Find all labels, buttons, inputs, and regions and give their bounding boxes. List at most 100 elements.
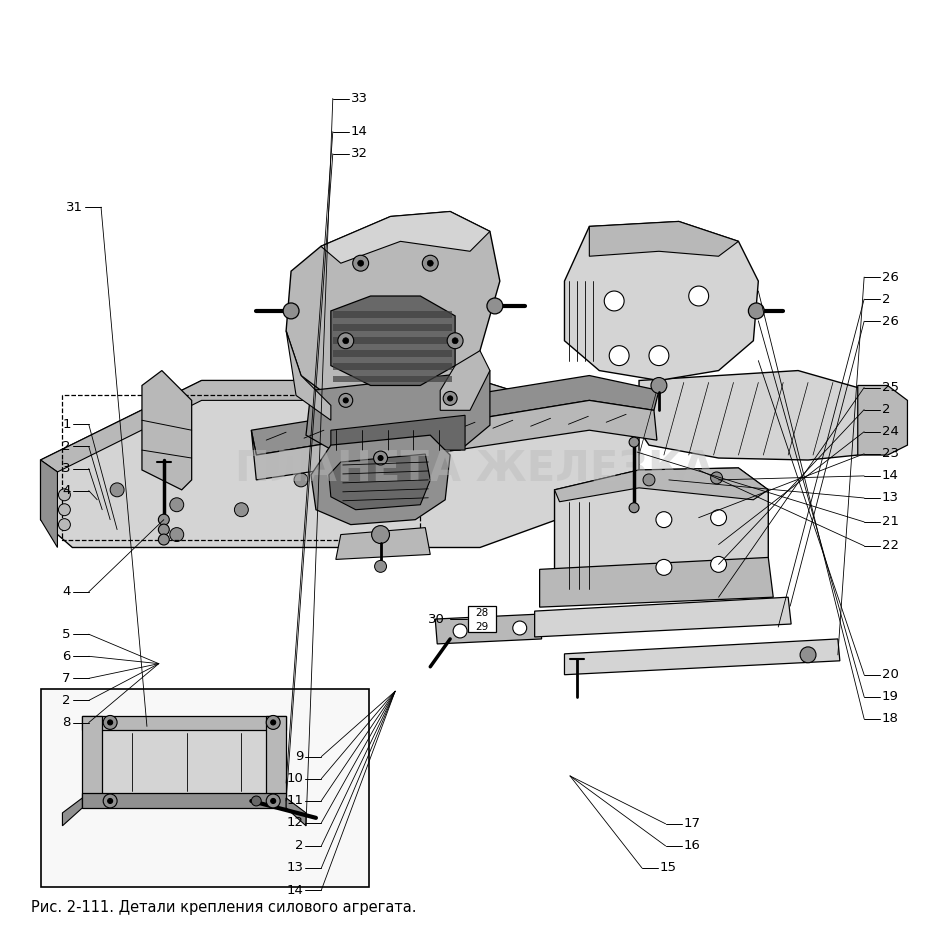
Circle shape bbox=[643, 474, 655, 486]
Circle shape bbox=[107, 720, 112, 725]
Polygon shape bbox=[286, 331, 331, 420]
Text: 3: 3 bbox=[63, 462, 71, 475]
Polygon shape bbox=[590, 221, 739, 257]
Text: 14: 14 bbox=[351, 125, 368, 138]
Circle shape bbox=[513, 621, 527, 635]
Text: 8: 8 bbox=[63, 716, 71, 729]
Circle shape bbox=[159, 514, 169, 525]
Text: 5: 5 bbox=[63, 628, 71, 641]
Text: 30: 30 bbox=[428, 613, 445, 626]
Circle shape bbox=[110, 482, 124, 496]
Text: 2: 2 bbox=[63, 694, 71, 707]
Polygon shape bbox=[329, 454, 430, 509]
Circle shape bbox=[378, 456, 383, 460]
Text: 13: 13 bbox=[882, 492, 899, 505]
Circle shape bbox=[710, 509, 727, 526]
Text: 29: 29 bbox=[476, 622, 489, 632]
Polygon shape bbox=[251, 376, 659, 455]
Text: 26: 26 bbox=[882, 315, 899, 328]
Polygon shape bbox=[534, 597, 791, 637]
Circle shape bbox=[170, 498, 184, 512]
Circle shape bbox=[689, 286, 708, 306]
Text: 33: 33 bbox=[351, 92, 368, 105]
Polygon shape bbox=[102, 731, 266, 793]
Text: 23: 23 bbox=[882, 447, 899, 460]
Polygon shape bbox=[333, 363, 452, 369]
Circle shape bbox=[342, 338, 349, 344]
Text: 15: 15 bbox=[660, 861, 677, 874]
Text: 2: 2 bbox=[882, 293, 890, 306]
Text: 9: 9 bbox=[295, 750, 303, 763]
Text: 31: 31 bbox=[67, 201, 83, 214]
Circle shape bbox=[159, 534, 169, 545]
Circle shape bbox=[283, 303, 299, 319]
Polygon shape bbox=[331, 296, 456, 385]
Text: 20: 20 bbox=[882, 669, 899, 682]
Text: 4: 4 bbox=[63, 585, 71, 598]
Text: ПЛАНЕТА ЖЕЛЕЗКА: ПЛАНЕТА ЖЕЛЕЗКА bbox=[236, 449, 714, 491]
Circle shape bbox=[604, 291, 624, 311]
Circle shape bbox=[427, 260, 434, 266]
Text: 6: 6 bbox=[63, 650, 71, 663]
Circle shape bbox=[159, 524, 169, 535]
FancyBboxPatch shape bbox=[468, 607, 495, 632]
Bar bbox=[41, 689, 369, 887]
Circle shape bbox=[372, 526, 390, 544]
Polygon shape bbox=[266, 717, 286, 798]
Circle shape bbox=[104, 716, 117, 730]
Circle shape bbox=[651, 378, 667, 394]
Circle shape bbox=[630, 437, 639, 447]
Circle shape bbox=[251, 796, 262, 806]
Circle shape bbox=[271, 798, 276, 804]
Text: 14: 14 bbox=[286, 883, 303, 896]
Circle shape bbox=[448, 396, 453, 401]
Circle shape bbox=[58, 489, 70, 501]
Circle shape bbox=[353, 256, 369, 271]
Text: 2: 2 bbox=[63, 440, 71, 453]
Circle shape bbox=[234, 503, 248, 517]
Text: 24: 24 bbox=[882, 425, 899, 438]
Circle shape bbox=[649, 345, 669, 366]
Polygon shape bbox=[142, 370, 192, 490]
Polygon shape bbox=[83, 717, 102, 798]
Circle shape bbox=[363, 453, 378, 467]
Polygon shape bbox=[333, 337, 452, 344]
Polygon shape bbox=[320, 211, 490, 263]
Text: 7: 7 bbox=[63, 672, 71, 685]
Text: 28: 28 bbox=[476, 608, 489, 618]
Circle shape bbox=[453, 624, 467, 638]
Polygon shape bbox=[333, 350, 452, 357]
Polygon shape bbox=[286, 798, 306, 826]
Circle shape bbox=[422, 256, 438, 271]
Text: 16: 16 bbox=[684, 839, 700, 853]
Polygon shape bbox=[306, 370, 490, 455]
Circle shape bbox=[107, 798, 112, 804]
Polygon shape bbox=[440, 351, 490, 410]
Text: 1: 1 bbox=[63, 418, 71, 431]
Polygon shape bbox=[83, 793, 286, 807]
Text: 14: 14 bbox=[882, 469, 899, 482]
Text: 18: 18 bbox=[882, 712, 899, 725]
Text: 17: 17 bbox=[684, 818, 701, 831]
Circle shape bbox=[710, 472, 723, 484]
Text: 12: 12 bbox=[286, 817, 303, 830]
Text: 19: 19 bbox=[882, 690, 899, 703]
Text: 32: 32 bbox=[351, 147, 368, 160]
Circle shape bbox=[339, 394, 353, 407]
Polygon shape bbox=[251, 400, 657, 480]
Text: 22: 22 bbox=[882, 539, 899, 552]
Circle shape bbox=[343, 398, 348, 403]
Circle shape bbox=[271, 720, 276, 725]
Circle shape bbox=[452, 338, 458, 344]
Circle shape bbox=[710, 557, 727, 572]
Circle shape bbox=[610, 345, 630, 366]
Polygon shape bbox=[565, 639, 840, 675]
Circle shape bbox=[630, 503, 639, 513]
Polygon shape bbox=[41, 381, 639, 472]
Circle shape bbox=[358, 260, 363, 266]
Circle shape bbox=[800, 647, 816, 663]
Polygon shape bbox=[565, 221, 758, 381]
Circle shape bbox=[58, 504, 70, 516]
Text: 26: 26 bbox=[882, 270, 899, 283]
Polygon shape bbox=[311, 435, 450, 525]
